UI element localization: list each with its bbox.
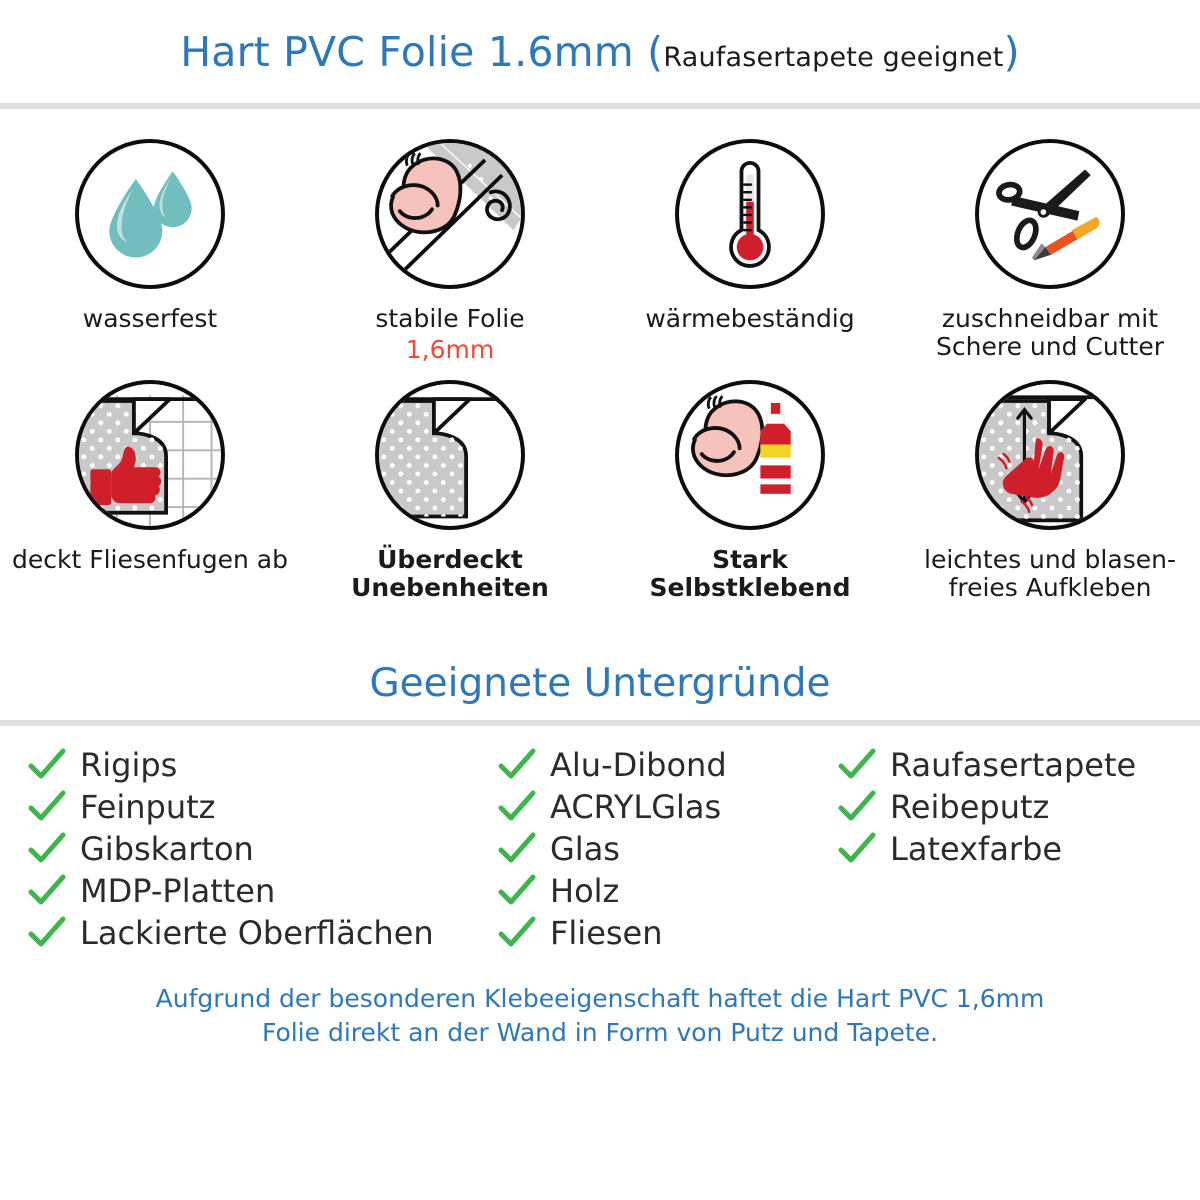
list-item-label: Rigips xyxy=(80,746,178,784)
divider-top xyxy=(0,103,1200,109)
feature-fliesenfugen: deckt Fliesenfugen ab xyxy=(0,364,300,602)
feature-label: zuschneidbar mit Schere und Cutter xyxy=(936,305,1164,361)
list-item[interactable]: Fliesen xyxy=(498,912,838,954)
feature-stabile-folie: stabile Folie 1,6mm xyxy=(300,133,600,364)
list-item-label: MDP-Platten xyxy=(80,872,276,910)
feature-label-line2: Selbstklebend xyxy=(649,573,851,602)
list-item-label: Gibskarton xyxy=(80,830,254,868)
footer-note: Aufgrund der besonderen Klebeeigenschaft… xyxy=(0,982,1200,1049)
feature-label: Stark Selbstklebend xyxy=(650,546,851,602)
feature-sublabel-thickness: 1,6mm xyxy=(405,335,495,364)
scissors-cutter-icon xyxy=(975,139,1125,289)
feature-label-line1: wärmebeständig xyxy=(645,304,855,333)
check-icon xyxy=(498,790,536,821)
check-icon xyxy=(498,874,536,905)
check-icon xyxy=(28,790,66,821)
list-item-label: Feinputz xyxy=(80,788,216,826)
list-item[interactable]: Gibskarton xyxy=(28,828,498,870)
checklist-column-1: Rigips Feinputz Gibskarton MDP-Platten L… xyxy=(28,744,498,954)
list-item[interactable]: ACRYLGlas xyxy=(498,786,838,828)
list-item-label: Alu-Dibond xyxy=(550,746,727,784)
list-item[interactable]: Holz xyxy=(498,870,838,912)
page-title-sub: Raufasertapete geeignet xyxy=(663,41,1004,73)
header: Hart PVC Folie 1.6mm (Raufasertapete gee… xyxy=(0,0,1200,103)
page-title-main: Hart PVC Folie 1.6mm xyxy=(180,27,634,76)
list-item[interactable]: Alu-Dibond xyxy=(498,744,838,786)
list-item[interactable]: Feinputz xyxy=(28,786,498,828)
page-title: Hart PVC Folie 1.6mm (Raufasertapete gee… xyxy=(180,28,1020,76)
check-icon xyxy=(28,748,66,779)
page-title-paren-open: ( xyxy=(647,27,664,76)
check-icon xyxy=(28,874,66,905)
thermometer-icon xyxy=(675,139,825,289)
list-item[interactable]: Reibeputz xyxy=(838,786,1178,828)
feature-grid: wasserfest xyxy=(0,109,1200,602)
check-icon xyxy=(838,748,876,779)
list-item[interactable]: Latexfarbe xyxy=(838,828,1178,870)
list-item[interactable]: Lackierte Oberflächen xyxy=(28,912,498,954)
list-item-label: Latexfarbe xyxy=(890,830,1063,868)
checklist-column-3: Raufasertapete Reibeputz Latexfarbe xyxy=(838,744,1178,954)
feature-label-line2: Unebenheiten xyxy=(351,573,549,602)
feature-label-line1: Überdeckt xyxy=(377,545,523,574)
feature-aufkleben: leichtes und blasen- freies Aufkleben xyxy=(900,364,1200,602)
list-item[interactable]: Raufasertapete xyxy=(838,744,1178,786)
list-item-label: Lackierte Oberflächen xyxy=(80,914,434,952)
check-icon xyxy=(498,832,536,863)
hand-smoothing-icon xyxy=(975,380,1125,530)
list-item[interactable]: Rigips xyxy=(28,744,498,786)
list-item-label: Glas xyxy=(550,830,620,868)
feature-wasserfest: wasserfest xyxy=(0,133,300,364)
arm-glue-tube-icon xyxy=(675,380,825,530)
check-icon xyxy=(28,916,66,947)
check-icon xyxy=(838,832,876,863)
feature-label-line2: freies Aufkleben xyxy=(948,573,1152,602)
feature-label: leichtes und blasen- freies Aufkleben xyxy=(924,546,1176,602)
feature-label-line1: Stark xyxy=(712,545,788,574)
checklist-column-2: Alu-Dibond ACRYLGlas Glas Holz Fliesen xyxy=(498,744,838,954)
list-item-label: Reibeputz xyxy=(890,788,1050,826)
footer-line-2: Folie direkt an der Wand in Form von Put… xyxy=(261,1017,939,1047)
divider-middle xyxy=(0,720,1200,726)
feature-unebenheiten: Überdeckt Unebenheiten xyxy=(300,364,600,602)
water-drops-icon xyxy=(75,139,225,289)
checklist: Rigips Feinputz Gibskarton MDP-Platten L… xyxy=(0,726,1200,954)
page-title-paren-close: ) xyxy=(1003,27,1020,76)
list-item[interactable]: Glas xyxy=(498,828,838,870)
check-icon xyxy=(28,832,66,863)
list-item-label: Holz xyxy=(550,872,620,910)
thumbs-up-tile-icon xyxy=(75,380,225,530)
feature-label-line1: zuschneidbar mit xyxy=(941,304,1159,333)
footer-line-1: Aufgrund der besonderen Klebeeigenschaft… xyxy=(155,984,1045,1013)
feature-label-line1: deckt Fliesenfugen ab xyxy=(11,545,288,574)
feature-label-line1: leichtes und blasen- xyxy=(924,545,1176,574)
check-icon xyxy=(838,790,876,821)
strong-arm-foil-icon xyxy=(375,139,525,289)
feature-label-line1: wasserfest xyxy=(82,304,218,333)
feature-label-line1: stabile Folie xyxy=(375,304,525,333)
section-title: Geeignete Untergründe xyxy=(369,661,831,706)
feature-label: wärmebeständig xyxy=(645,305,854,333)
feature-label: deckt Fliesenfugen ab xyxy=(12,546,288,574)
peeling-foil-icon xyxy=(375,380,525,530)
section-header: Geeignete Untergründe xyxy=(0,602,1200,720)
check-icon xyxy=(498,748,536,779)
list-item-label: Fliesen xyxy=(550,914,663,952)
feature-label: stabile Folie xyxy=(375,305,524,333)
feature-zuschneidbar: zuschneidbar mit Schere und Cutter xyxy=(900,133,1200,364)
feature-waermebestaendig: wärmebeständig xyxy=(600,133,900,364)
feature-label-line2: Schere und Cutter xyxy=(936,332,1164,361)
check-icon xyxy=(498,916,536,947)
feature-label: Überdeckt Unebenheiten xyxy=(351,546,549,602)
list-item-label: ACRYLGlas xyxy=(550,788,722,826)
feature-label: wasserfest xyxy=(83,305,218,333)
feature-selbstklebend: Stark Selbstklebend xyxy=(600,364,900,602)
list-item-label: Raufasertapete xyxy=(890,746,1137,784)
list-item[interactable]: MDP-Platten xyxy=(28,870,498,912)
